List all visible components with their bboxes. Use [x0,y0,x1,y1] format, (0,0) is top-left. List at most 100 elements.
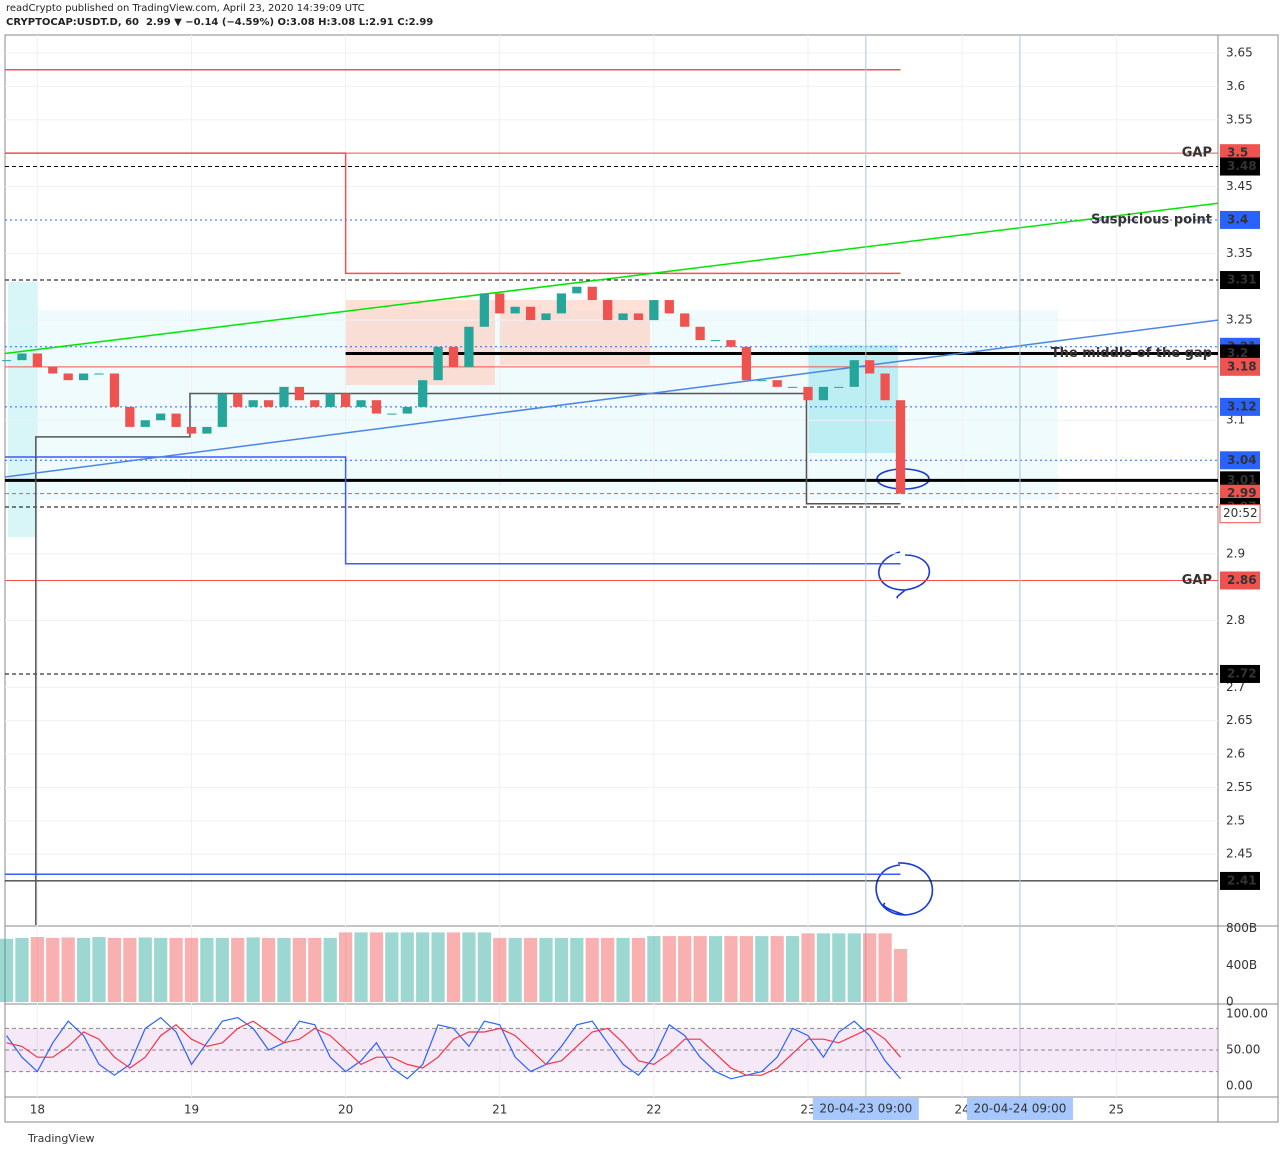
volume-bar [76,937,91,1002]
volume-bar [662,936,676,1002]
price-tag-label: 3.12 [1227,399,1257,413]
time-label: 20-04-24 09:00 [974,1102,1067,1116]
volume-bar [308,937,322,1002]
price-tag [1220,397,1260,416]
volume-bar [200,937,214,1002]
candle [495,293,505,314]
level-annotation: GAP [1182,573,1212,588]
y-tick-label: 3.45 [1226,179,1253,193]
volume-bar [893,948,908,1002]
volume-bar [847,933,861,1002]
volume-bar [446,932,461,1002]
candle [109,373,120,407]
volume-bar [832,933,846,1002]
candle [572,286,582,294]
level-annotation: Suspicious point [1091,212,1212,227]
candle [263,400,274,407]
x-tick-label: 23 [800,1103,815,1117]
cloud [8,282,38,537]
price-tag [1220,210,1260,229]
author-line: readCrypto published on TradingView.com,… [6,3,365,14]
price-tag-label: 3.31 [1227,273,1257,287]
volume-bar [493,937,507,1002]
candle [865,360,875,374]
x-tick-label: 24 [955,1103,970,1117]
y-tick-label: 3.6 [1226,79,1245,93]
volume-bar [770,936,784,1002]
price-tag-label: 3.18 [1227,359,1257,373]
volume-bar [184,937,199,1002]
volume-bar [631,937,646,1002]
candle [310,400,320,407]
volume-bar [92,936,106,1002]
volume-bar [385,932,399,1002]
candle [680,313,690,327]
candle [140,420,150,427]
x-tick-label: 22 [646,1103,661,1117]
volume-bar [154,937,168,1002]
volume-bar [231,937,245,1002]
candle [510,306,520,314]
candle [171,413,181,427]
candle [341,393,351,407]
y-tick-label: 3.55 [1226,112,1253,126]
volume-bar [400,932,414,1002]
volume-bar [107,937,122,1002]
volume-bar [292,937,307,1002]
candle [772,380,782,387]
candle [356,400,366,407]
price-tag-label: 3.04 [1227,453,1257,467]
candle [94,373,104,375]
candle [895,400,906,494]
time-label-box [966,1098,1073,1120]
candle [695,326,705,341]
volume-tick-label: 800B [1226,921,1257,935]
x-tick-label: 21 [492,1103,507,1117]
price-tag [1220,157,1260,176]
candle [325,393,335,407]
stoch-line [6,1016,901,1080]
countdown-tag [1219,504,1261,524]
candle [448,346,459,367]
volume-bar [601,937,615,1002]
footer-logo: TradingView [27,1132,94,1145]
candle [787,386,798,388]
volume-bar [15,937,29,1002]
volume-bar [323,937,337,1002]
time-label-box [812,1098,919,1120]
candle [279,386,289,407]
volume-bar [46,937,60,1002]
price-tag-label: 2.72 [1227,666,1257,680]
candle [156,413,166,421]
osc-tick-label: 0.00 [1226,1078,1253,1092]
candle [726,340,736,347]
price-tag [1220,664,1260,683]
price-tag-label: 3.48 [1227,159,1257,173]
drawn-line [5,152,901,275]
volume-bar [878,933,892,1002]
drawn-line [35,392,901,925]
osc-tick-label: 100.00 [1226,1006,1268,1020]
candle [525,306,536,321]
candle [618,313,628,321]
volume-bar [724,936,738,1002]
volume-bar [277,937,291,1002]
volume-bar [261,937,276,1002]
annotation-circles [875,468,934,916]
y-tick-label: 3.1 [1226,413,1245,427]
volume-bar [477,932,491,1002]
volume-bar [246,937,260,1002]
price-tag-label: 2.41 [1227,873,1257,887]
volume-bar [123,937,137,1002]
candle [710,340,721,342]
candle [217,393,227,427]
candle [633,313,644,321]
y-tick-label: 2.8 [1226,613,1245,627]
candle [48,366,58,374]
candle [125,406,135,427]
volume-bar [30,936,44,1002]
candle [587,286,597,301]
volume-bar [693,936,707,1002]
